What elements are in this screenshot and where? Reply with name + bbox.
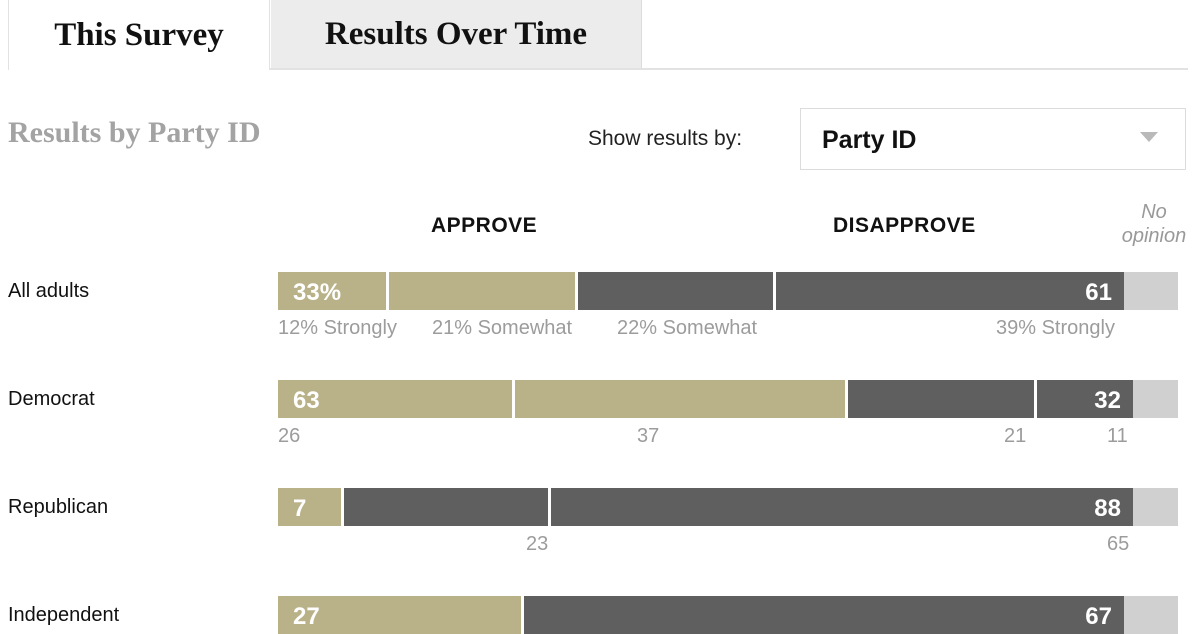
filter-label: Show results by: [588,127,743,150]
sub-label: 26 [278,425,301,447]
bar-somewhat-disapprove [341,488,548,526]
tab-this-survey[interactable]: This Survey [8,0,270,70]
sub-label: 65 [1107,533,1130,555]
sub-label: 21% Somewhat [432,317,573,339]
bar-strongly-disapprove [773,272,1124,310]
row-label: Republican [8,496,109,518]
bar-somewhat-approve [512,380,845,418]
bar-strongly-disapprove [548,488,1133,526]
disapprove-header: DISAPPROVE [833,214,976,237]
row-label: All adults [8,280,90,302]
approve-total-label: 33% [293,279,342,306]
bar-strongly-disapprove [1034,380,1133,418]
sub-label: 39% Strongly [996,317,1115,339]
tab-bar: This Survey Results Over Time [8,0,1188,70]
results-by-select[interactable]: Party ID [800,108,1186,170]
bar-somewhat-disapprove [845,380,1034,418]
tab-bar-divider [8,68,1188,70]
bar-disapprove [521,596,1124,634]
bar-approve [278,488,341,526]
section-title: Results by Party ID [8,116,261,149]
no-opinion-header: No opinion [1121,201,1187,247]
bar-no-opinion [1124,596,1178,634]
approve-total-label: 7 [293,495,307,522]
disapprove-total-label: 67 [1085,603,1112,630]
approve-header: APPROVE [431,214,538,237]
select-value: Party ID [822,126,917,154]
bar-strongly-approve [278,272,386,310]
approve-total-label: 63 [293,387,320,414]
approve-total-label: 27 [293,603,320,630]
bar-strongly-approve [278,380,512,418]
row-label: Independent [8,604,120,626]
bar-approve [278,596,521,634]
bar-no-opinion [1133,488,1178,526]
bar-somewhat-disapprove [575,272,773,310]
sub-label: 12% Strongly [278,317,397,339]
sub-label: 37 [637,425,660,447]
sub-label: 22% Somewhat [617,317,758,339]
disapprove-total-label: 61 [1085,279,1112,306]
bar-no-opinion [1133,380,1178,418]
tab-results-over-time[interactable]: Results Over Time [271,0,642,68]
sub-label: 21 [1004,425,1027,447]
disapprove-total-label: 32 [1094,387,1121,414]
sub-label: 23 [526,533,549,555]
disapprove-total-label: 88 [1094,495,1121,522]
row-label: Democrat [8,388,95,410]
bar-no-opinion [1124,272,1178,310]
chevron-down-icon [1140,132,1158,142]
sub-label: 11 [1107,425,1128,447]
bar-somewhat-approve [386,272,575,310]
